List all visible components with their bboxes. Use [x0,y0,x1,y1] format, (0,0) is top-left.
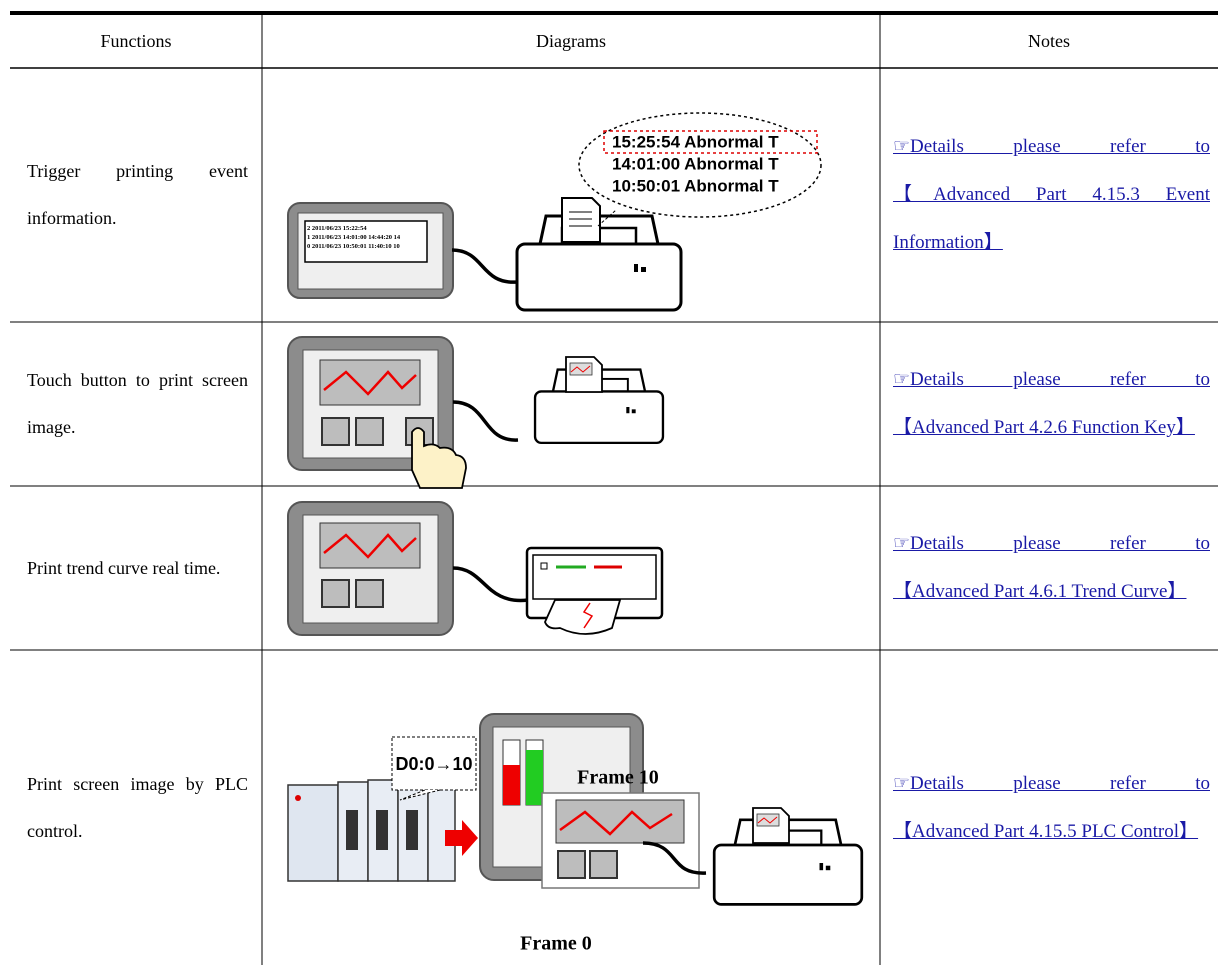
notes-cell: ☞Details please refer to 【Advanced Part 4… [880,486,1218,650]
diagram-plc: D0:0→10 Frame 10 Frame 0 [287,713,864,955]
note-link[interactable]: 【Advanced Part 4.15.5 PLC Control】 [893,820,1199,842]
note-ref[interactable]: ☞Details please refer to [893,533,1210,554]
register-label: D0:0→10 [395,754,472,774]
note-link[interactable]: 【Advanced Part 4.2.6 Function Key】 [893,417,1195,438]
note-ref[interactable]: ☞Details please refer to [893,136,1210,157]
function-cell: Print screen image by PLC control. [10,650,262,965]
frame-label: Frame 0 [520,933,592,955]
function-cell: Print trend curve real time. [10,486,262,650]
note-ref[interactable]: ☞Details please refer to [893,369,1210,390]
bubble-line: 14:01:00 Abnormal T [612,154,779,173]
function-text: Print trend curve real time. [27,557,221,578]
header-cell: Diagrams [536,31,606,51]
note-link[interactable]: 【Advanced Part 4.15.3 Event Information】 [893,184,1210,253]
function-text: Print screen image by PLC control. [27,773,248,841]
notes-cell: ☞Details please refer to 【Advanced Part 4… [880,68,1218,322]
event-row: 2 2011/06/23 15:22:54 [307,225,367,232]
notes-text: ☞Details please refer to 【Advanced Part 4… [893,123,1210,267]
bubble-line: 15:25:54 Abnormal T [612,132,779,151]
diagram-event: 2 2011/06/23 15:22:54 1 2011/06/23 14:01… [287,112,822,310]
function-text: Touch button to print screen image. [27,370,248,437]
function-cell: Trigger printing event information. [10,68,262,322]
notes-text: ☞Details please refer to 【Advanced Part 4… [893,520,1210,616]
header-cell: Notes [1028,31,1070,51]
table-grid [10,11,1218,965]
note-ref[interactable]: ☞Details please refer to [893,772,1210,794]
notes-cell: ☞Details please refer to 【Advanced Part 4… [880,322,1218,486]
diagram-trend [287,501,664,636]
header-cell: Functions [100,31,172,51]
event-row: 1 2011/06/23 14:01:00 14:44:20 14 [307,234,401,241]
frame-label: Frame 10 [577,767,659,789]
notes-text: ☞Details please refer to 【Advanced Part 4… [893,760,1210,856]
event-row: 0 2011/06/23 10:50:01 11:40:10 10 [307,243,400,250]
diagram-touch [287,336,665,489]
bubble-line: 10:50:01 Abnormal T [612,176,779,195]
function-cell: Touch button to print screen image. [10,322,262,486]
function-text: Trigger printing event information. [27,161,248,228]
notes-text: ☞Details please refer to 【Advanced Part 4… [893,356,1210,452]
notes-cell: ☞Details please refer to 【Advanced Part 4… [880,650,1218,965]
note-link[interactable]: 【Advanced Part 4.6.1 Trend Curve】 [893,581,1187,602]
